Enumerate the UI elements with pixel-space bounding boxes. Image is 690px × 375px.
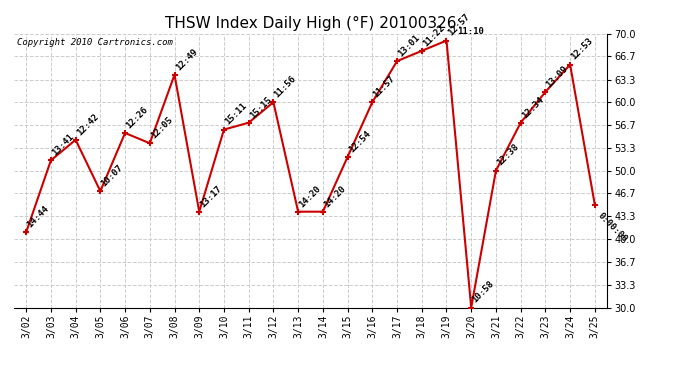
Text: 11:57: 11:57 [371, 74, 397, 99]
Text: Copyright 2010 Cartronics.com: Copyright 2010 Cartronics.com [17, 38, 172, 47]
Text: 12:42: 12:42 [75, 112, 100, 137]
Text: 15:15: 15:15 [248, 94, 273, 120]
Text: 15:11: 15:11 [223, 102, 248, 127]
Text: 12:53: 12:53 [569, 36, 595, 62]
Text: 0:00:00: 0:00:00 [596, 211, 629, 244]
Text: 14:20: 14:20 [322, 184, 348, 209]
Text: 12:05: 12:05 [149, 115, 175, 141]
Text: 10:58: 10:58 [471, 279, 496, 305]
Text: 13:17: 13:17 [199, 184, 224, 209]
Text: 13:09: 13:09 [544, 64, 570, 89]
Text: 12:54: 12:54 [347, 129, 372, 154]
Text: 12:57: 12:57 [446, 12, 471, 38]
Text: 13:41: 13:41 [50, 132, 75, 158]
Text: 12:38: 12:38 [495, 142, 520, 168]
Text: 12:49: 12:49 [174, 47, 199, 72]
Text: 13:01: 13:01 [396, 33, 422, 58]
Text: 11:56: 11:56 [273, 74, 298, 99]
Text: 12:26: 12:26 [124, 105, 150, 130]
Text: 12:34: 12:34 [520, 94, 545, 120]
Text: 11:10: 11:10 [457, 27, 484, 36]
Text: 10:07: 10:07 [99, 163, 125, 188]
Text: 11:22: 11:22 [421, 23, 446, 48]
Text: 14:20: 14:20 [297, 184, 323, 209]
Title: THSW Index Daily High (°F) 20100326: THSW Index Daily High (°F) 20100326 [165, 16, 456, 31]
Text: 14:44: 14:44 [26, 204, 51, 230]
